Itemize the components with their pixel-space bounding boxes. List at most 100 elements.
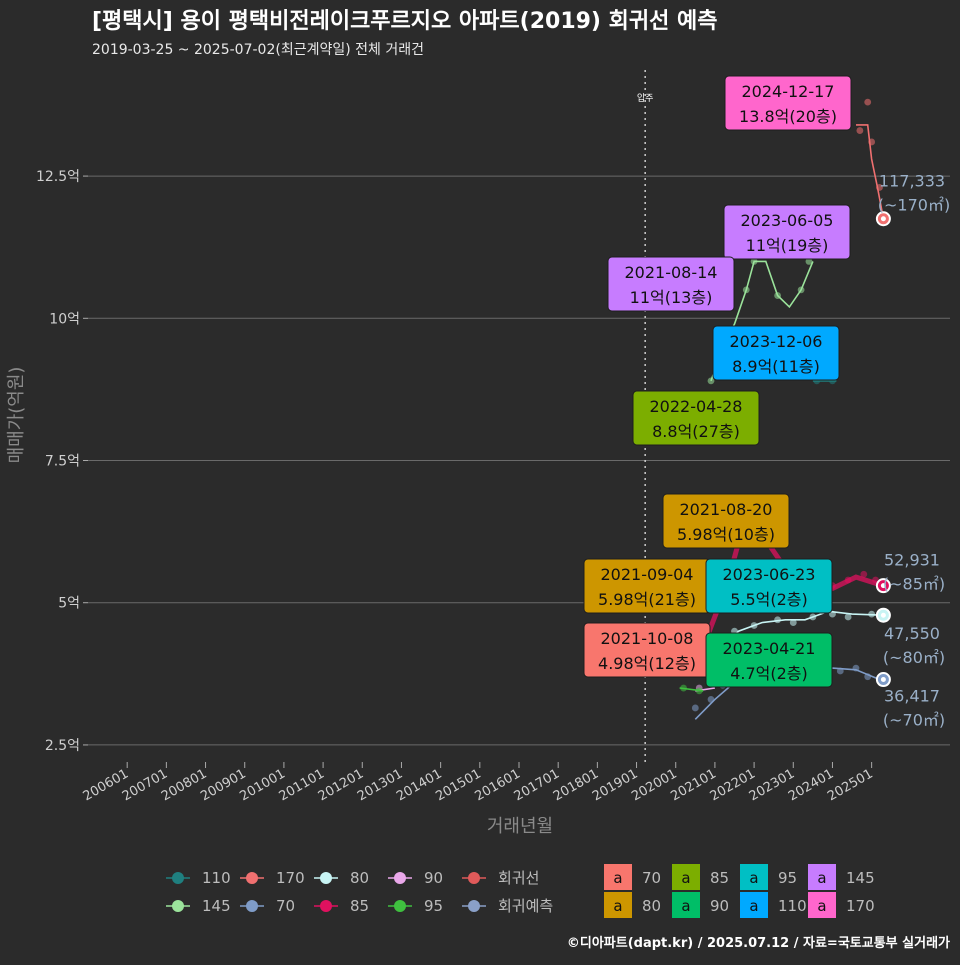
legend-box-glyph-2: a [681,869,690,887]
data-point-95-1 [695,687,703,695]
legend-box-glyph-3: a [681,897,690,915]
y-tick-label-4: 12.5억 [36,169,80,185]
legend-box-label-6: 145 [846,869,875,887]
legend-box-item-3: a 90 [672,892,729,918]
legend-swatch-8 [468,872,480,884]
callout-price-6: 5.98억(21층) [598,590,696,609]
callout-price-1: 11억(19층) [746,236,829,255]
data-point-80-7 [844,613,852,621]
data-point-145-0 [707,377,715,385]
legend-box-item-1: a 80 [604,892,661,918]
legend-item-9: 회귀예측 [462,897,553,915]
end-label-area-3: (~70㎡) [883,711,945,730]
legend-label-8: 회귀선 [498,869,539,887]
legend-box-2 [672,864,700,890]
legend-item-1: 145 [166,897,231,915]
legend-label-2: 170 [276,869,305,887]
legend-box-label-7: 170 [846,897,875,915]
x-tick-label-19: 202501 [825,766,875,804]
legend-item-7: 95 [388,897,443,915]
x-axis-ticks: 2006012007012008012009012010012011012012… [81,762,876,804]
legend-label-3: 70 [276,897,295,915]
data-point-80-3 [774,616,781,624]
legend-label-5: 85 [350,897,369,915]
legend-box-label-4: 95 [778,869,797,887]
data-point-85-13 [860,570,868,578]
callout-date-7: 2023-06-23 [723,565,816,584]
end-label-area-1: (~85㎡) [883,575,945,594]
regression-points [875,211,891,688]
callout-price-3: 8.9억(11층) [732,357,820,376]
data-point-170-2 [868,138,876,146]
callout-price-5: 5.98억(10층) [677,525,775,544]
callout-4: 2022-04-28 8.8억(27층) [632,390,760,446]
callout-6: 2021-09-04 5.98억(21층) [583,558,711,614]
legend-box-label-0: 70 [642,869,661,887]
callout-price-9: 4.7억(2층) [730,664,808,683]
legend-label-9: 회귀예측 [498,897,553,915]
callout-box-1 [723,204,851,260]
data-point-145-4 [750,258,758,265]
legend-box-6 [808,864,836,890]
y-tick-label-3: 10억 [49,311,80,327]
legend-item-0: 110 [166,869,231,887]
end-label-value-3: 36,417 [884,687,940,706]
legend-box-item-7: a 170 [808,892,875,918]
callout-5: 2021-08-20 5.98억(10층) [662,493,790,549]
legend-label-0: 110 [202,869,231,887]
chart-subtitle: 2019-03-25 ~ 2025-07-02(최근계약일) 전체 거래건 [92,42,424,58]
end-label-value-2: 47,550 [884,624,940,643]
callout-date-9: 2023-04-21 [723,639,816,658]
data-point-80-4 [789,619,797,627]
legend-item-5: 85 [314,897,369,915]
data-point-80-8 [868,610,876,618]
callout-price-8: 4.98억(12층) [598,654,696,673]
data-point-70-11 [864,673,872,681]
legend-item-2: 170 [240,869,305,887]
data-point-80-2 [750,622,758,629]
data-point-85-12 [844,576,852,584]
legend-swatch-5 [320,900,332,912]
legend-box-item-5: a 110 [740,892,807,918]
legend-swatch-9 [468,900,480,912]
legend-item-6: 90 [388,869,443,887]
legend-label-6: 90 [424,869,443,887]
legend-label-1: 145 [202,897,231,915]
legend-box-glyph-4: a [749,869,758,887]
legend-box-label-1: 80 [642,897,661,915]
callout-date-1: 2023-06-05 [741,211,834,230]
regression-point-core-2 [880,612,886,618]
legend-item-8: 회귀선 [462,869,539,887]
legend-box-item-2: a 85 [672,864,729,890]
end-label-area-2: (~80㎡) [883,648,945,667]
callout-box-4 [632,390,760,446]
callout-price-4: 8.8억(27층) [652,422,740,441]
data-point-145-3 [742,286,750,294]
callout-7: 2023-06-23 5.5억(2층) [705,558,833,614]
callout-date-0: 2024-12-17 [742,82,835,101]
legend-swatch-6 [394,872,406,884]
end-label-value-1: 52,931 [884,551,940,570]
data-point-145-6 [797,286,805,294]
end-labels: 117,333 (~170㎡) 52,931 (~85㎡) 47,550 (~80㎡) 36… [878,172,950,730]
series-95 [679,684,704,695]
y-tick-label-1: 5억 [58,596,80,612]
data-point-70-10 [852,664,860,672]
data-point-170-1 [864,98,872,106]
callout-price-2: 11억(13층) [630,288,713,307]
legend-box-item-0: a 70 [604,864,661,890]
callout-date-4: 2022-04-28 [650,397,743,416]
legend-box-label-5: 110 [778,897,807,915]
callout-price-0: 13.8억(20층) [739,107,837,126]
entrance-label: 입주 [637,92,654,104]
series-line-170 [856,124,885,219]
regression-point-core-0 [880,216,886,222]
footer-credit: ©디아파트(dapt.kr) / 2025.07.12 / 자료=국토교통부 실… [567,935,950,951]
callout-labels: 2024-12-17 13.8억(20층) 2023-06-05 11억(19층) 20… [583,75,852,688]
data-point-145-5 [774,292,781,299]
legend-swatch-4 [320,872,332,884]
x-axis-title: 거래년월 [487,816,553,837]
y-tick-label-0: 2.5억 [45,738,80,754]
